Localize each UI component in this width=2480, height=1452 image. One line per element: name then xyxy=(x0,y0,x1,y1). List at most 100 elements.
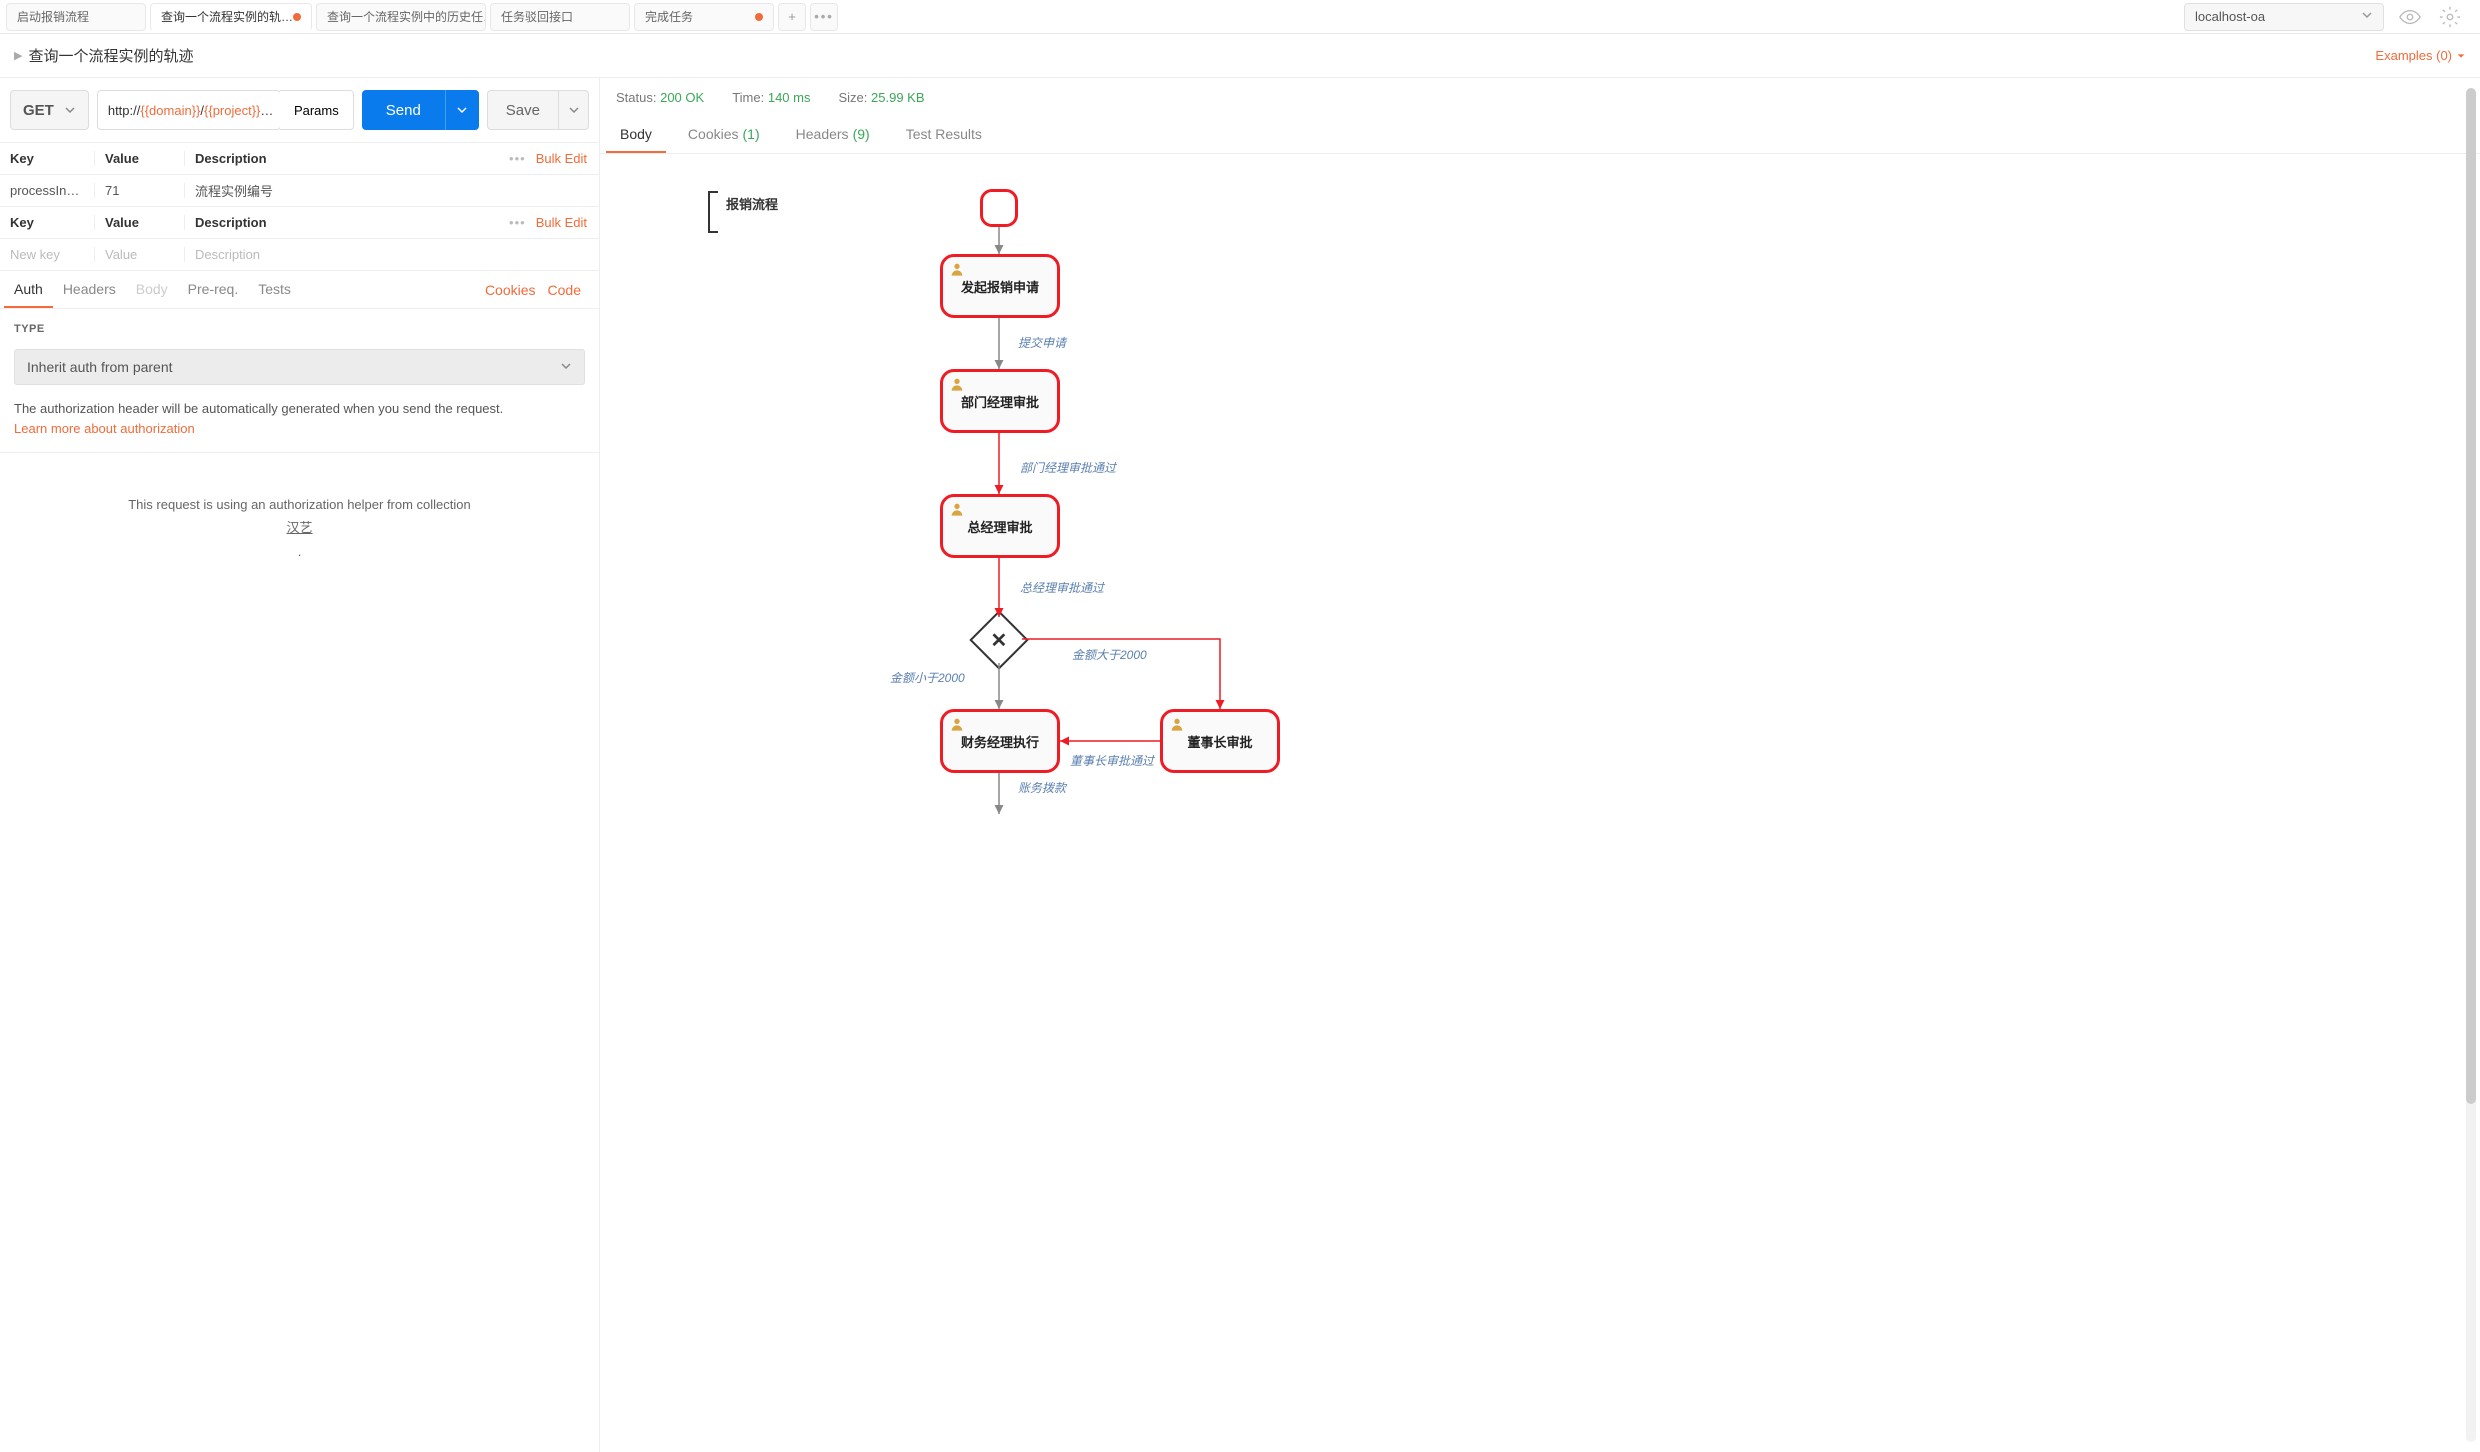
flow-node: 部门经理审批 xyxy=(940,369,1060,433)
new-tab-button[interactable]: + xyxy=(778,3,806,31)
eye-icon[interactable] xyxy=(2396,3,2424,31)
column-header-value: Value xyxy=(95,215,185,230)
dirty-dot-icon xyxy=(755,13,763,21)
chevron-down-icon xyxy=(568,104,580,116)
auth-panel: TYPE Inherit auth from parent The author… xyxy=(0,309,599,453)
subtab-body[interactable]: Body xyxy=(126,271,178,308)
param-description[interactable]: 流程实例编号 xyxy=(185,181,599,200)
scrollbar-thumb[interactable] xyxy=(2466,88,2476,1104)
dirty-dot-icon xyxy=(293,13,301,21)
tab-item[interactable]: 启动报销流程 xyxy=(6,3,146,31)
tab-item[interactable]: 查询一个流程实例的轨… xyxy=(150,3,312,31)
title-bar: ▶ 查询一个流程实例的轨迹 Examples (0) xyxy=(0,34,2480,78)
gateway-node: ✕ xyxy=(969,610,1028,669)
person-icon xyxy=(1169,716,1185,735)
auth-description: The authorization header will be automat… xyxy=(14,399,585,438)
column-header-description: Description xyxy=(185,215,509,230)
time-label: Time: xyxy=(732,90,764,105)
size-label: Size: xyxy=(838,90,867,105)
collapse-icon[interactable]: ▶ xyxy=(14,49,22,62)
save-dropdown[interactable] xyxy=(559,90,589,130)
url-input[interactable]: http://{{domain}}/{{project}}… xyxy=(97,90,281,130)
request-title: 查询一个流程实例的轨迹 xyxy=(28,45,193,66)
environment-select[interactable]: localhost-oa xyxy=(2184,3,2384,31)
more-icon[interactable]: ••• xyxy=(509,151,526,166)
subtab-prereq[interactable]: Pre-req. xyxy=(178,271,249,308)
param-description-input[interactable]: Description xyxy=(185,247,599,262)
time-value: 140 ms xyxy=(768,90,811,105)
more-icon[interactable]: ••• xyxy=(509,215,526,230)
environment-label: localhost-oa xyxy=(2195,9,2265,24)
tab-item[interactable]: 查询一个流程实例中的历史任… xyxy=(316,3,486,31)
flow-node: 总经理审批 xyxy=(940,494,1060,558)
auth-collection-link[interactable]: 汉艺 xyxy=(286,520,312,535)
code-link[interactable]: Code xyxy=(548,282,581,298)
edge-label: 总经理审批通过 xyxy=(1020,579,1104,596)
send-button[interactable]: Send xyxy=(362,90,445,130)
flow-node: 财务经理执行 xyxy=(940,709,1060,773)
auth-helper-text: This request is using an authorization h… xyxy=(0,453,599,603)
examples-button[interactable]: Examples (0) xyxy=(2375,48,2466,63)
person-icon xyxy=(949,501,965,520)
status-label: Status: xyxy=(616,90,656,105)
process-diagram: 报销流程 发起报销申请部门经理审批总经理审批财务经理执行董事长审批✕提交申请部门… xyxy=(620,174,1420,974)
chevron-down-icon xyxy=(64,104,76,116)
column-header-description: Description xyxy=(185,151,509,166)
request-subtabs: Auth Headers Body Pre-req. Tests Cookies… xyxy=(0,271,599,309)
edge-label: 金额小于2000 xyxy=(890,669,965,686)
response-tab-cookies[interactable]: Cookies (1) xyxy=(674,116,774,153)
response-tab-tests[interactable]: Test Results xyxy=(892,116,996,153)
bulk-edit-link[interactable]: Bulk Edit xyxy=(536,151,587,166)
flow-node: 发起报销申请 xyxy=(940,254,1060,318)
tab-item[interactable]: 完成任务 xyxy=(634,3,774,31)
tab-item[interactable]: 任务驳回接口 xyxy=(490,3,630,31)
method-select[interactable]: GET xyxy=(10,90,89,130)
params-button[interactable]: Params xyxy=(280,90,354,130)
edge-label: 董事长审批通过 xyxy=(1070,752,1154,769)
start-event xyxy=(980,189,1018,227)
params-header-row: Key Value Description ••• Bulk Edit xyxy=(0,207,599,239)
param-value[interactable]: 71 xyxy=(95,183,185,198)
params-row[interactable]: processIns… 71 流程实例编号 xyxy=(0,175,599,207)
response-panel: Status: 200 OK Time: 140 ms Size: 25.99 … xyxy=(600,78,2480,1452)
chevron-down-icon xyxy=(456,104,468,116)
flow-node: 董事长审批 xyxy=(1160,709,1280,773)
edge-label: 金额大于2000 xyxy=(1072,646,1147,663)
response-tab-body[interactable]: Body xyxy=(606,116,666,153)
send-dropdown[interactable] xyxy=(445,90,479,130)
auth-learn-more-link[interactable]: Learn more about authorization xyxy=(14,421,195,436)
chevron-down-icon xyxy=(2456,51,2466,61)
param-value-input[interactable]: Value xyxy=(95,247,185,262)
subtab-auth[interactable]: Auth xyxy=(4,271,53,308)
request-panel: GET http://{{domain}}/{{project}}… Param… xyxy=(0,78,600,1452)
params-new-row[interactable]: New key Value Description xyxy=(0,239,599,271)
param-key[interactable]: processIns… xyxy=(0,183,95,198)
response-body: 报销流程 发起报销申请部门经理审批总经理审批财务经理执行董事长审批✕提交申请部门… xyxy=(600,154,2480,1452)
gear-icon[interactable] xyxy=(2436,3,2464,31)
cookies-link[interactable]: Cookies xyxy=(485,282,536,298)
tab-menu-button[interactable]: ••• xyxy=(810,3,838,31)
bulk-edit-link[interactable]: Bulk Edit xyxy=(536,215,587,230)
subtab-tests[interactable]: Tests xyxy=(248,271,301,308)
response-tabs: Body Cookies (1) Headers (9) Test Result… xyxy=(600,116,2480,154)
status-value: 200 OK xyxy=(660,90,704,105)
params-header-row: Key Value Description ••• Bulk Edit xyxy=(0,143,599,175)
param-key-input[interactable]: New key xyxy=(0,247,95,262)
column-header-key: Key xyxy=(0,151,95,166)
edge-label: 账务拨款 xyxy=(1018,779,1066,796)
column-header-value: Value xyxy=(95,151,185,166)
chevron-down-icon xyxy=(2361,9,2373,24)
scrollbar[interactable] xyxy=(2466,88,2476,1442)
size-value: 25.99 KB xyxy=(871,90,925,105)
diagram-title: 报销流程 xyxy=(718,194,778,217)
person-icon xyxy=(949,376,965,395)
auth-type-select[interactable]: Inherit auth from parent xyxy=(14,349,585,385)
person-icon xyxy=(949,716,965,735)
response-status-bar: Status: 200 OK Time: 140 ms Size: 25.99 … xyxy=(600,78,2480,116)
response-tab-headers[interactable]: Headers (9) xyxy=(782,116,884,153)
subtab-headers[interactable]: Headers xyxy=(53,271,126,308)
save-button[interactable]: Save xyxy=(487,90,559,130)
auth-type-label: TYPE xyxy=(14,323,585,335)
person-icon xyxy=(949,261,965,280)
params-table: Key Value Description ••• Bulk Edit proc… xyxy=(0,142,599,271)
